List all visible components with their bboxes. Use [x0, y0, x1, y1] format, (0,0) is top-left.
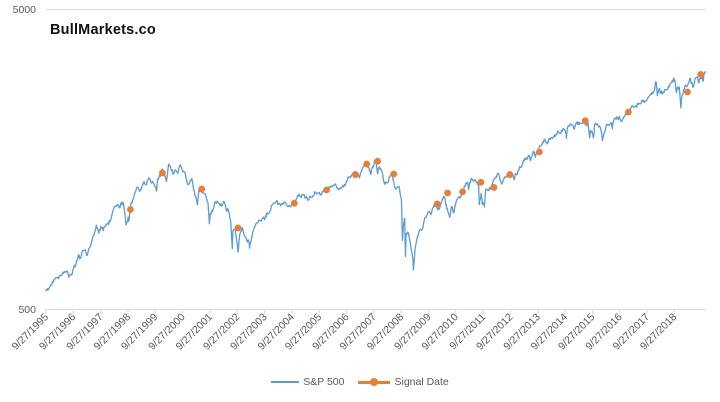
signal-date-marker — [374, 157, 382, 165]
signal-date-marker — [444, 189, 451, 197]
signal-date-marker — [490, 184, 498, 191]
signal-date-marker — [234, 224, 242, 232]
signal-date-marker — [363, 160, 371, 168]
signal-date-marker — [459, 188, 466, 196]
y-axis-tick-label: 5000 — [13, 4, 37, 16]
signal-date-marker — [625, 108, 632, 116]
signal-date-marker — [158, 169, 166, 177]
legend-marker-dot — [370, 378, 379, 386]
signal-date-marker — [127, 206, 134, 213]
signal-date-marker — [433, 200, 441, 208]
signal-date-marker — [697, 71, 705, 78]
signal-date-marker — [477, 178, 485, 186]
signal-date-marker — [581, 117, 589, 125]
signal-date-marker — [535, 148, 543, 156]
signal-date-marker — [684, 88, 691, 96]
signal-date-marker — [198, 185, 206, 193]
chart-legend: S&P 500 Signal Date — [0, 376, 720, 388]
legend-line-sample — [271, 381, 300, 383]
chart-title: BullMarkets.co — [50, 22, 156, 38]
signal-date-marker — [352, 171, 359, 179]
signal-date-marker — [323, 186, 330, 194]
sp500-line — [45, 71, 707, 292]
legend-line-marker-sample — [358, 378, 391, 386]
legend-label: Signal Date — [394, 376, 449, 388]
signal-date-marker — [506, 171, 514, 179]
signal-date-marker — [390, 170, 398, 178]
legend-label: S&P 500 — [303, 376, 345, 388]
signal-date-marker — [290, 199, 298, 207]
y-axis-tick-label: 500 — [18, 304, 36, 316]
legend-item-sp500: S&P 500 — [271, 376, 344, 388]
legend-item-signal-date: Signal Date — [358, 376, 449, 388]
